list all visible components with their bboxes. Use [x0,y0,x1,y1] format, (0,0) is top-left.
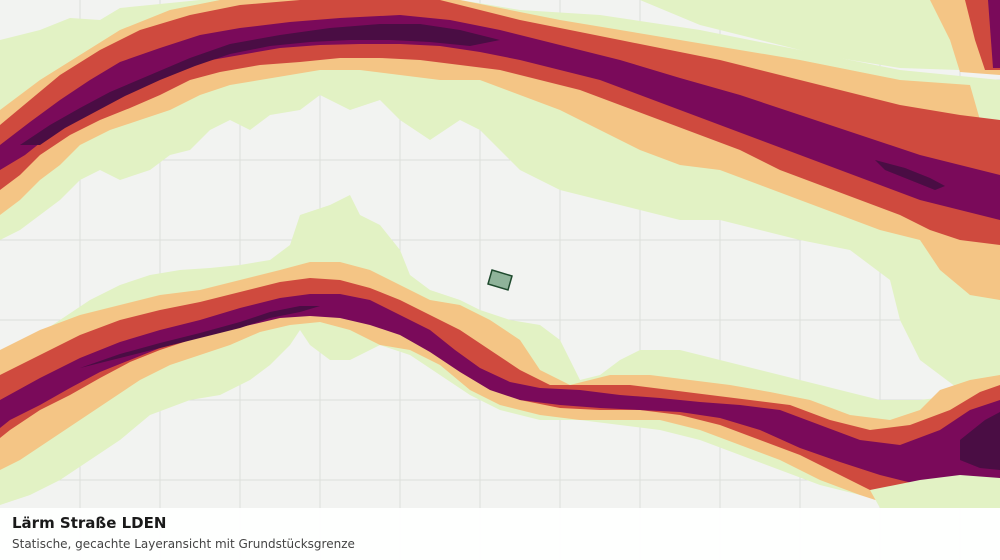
layer-subtitle: Statische, gecachte Layeransicht mit Gru… [12,537,355,551]
layer-title: Lärm Straße LDEN [12,514,167,532]
noise-zone-purple-ne [988,0,1000,68]
noise-zone-low-ne [640,0,960,70]
noise-zone-darkest-upper [20,24,500,145]
parcel-boundary[interactable] [487,269,513,291]
noise-zone-low-se [870,475,1000,508]
noise-zone-darkest-upper-east [875,160,945,190]
map-caption: Lärm Straße LDEN Statische, gecachte Lay… [0,508,1000,560]
noise-zone-darkest-se [960,412,1000,470]
noise-zone-red-upper [0,0,1000,245]
noise-zone-purple-lower [0,294,1000,492]
noise-zone-darkest-lower [80,306,320,368]
noise-zone-purple-upper [0,15,1000,220]
